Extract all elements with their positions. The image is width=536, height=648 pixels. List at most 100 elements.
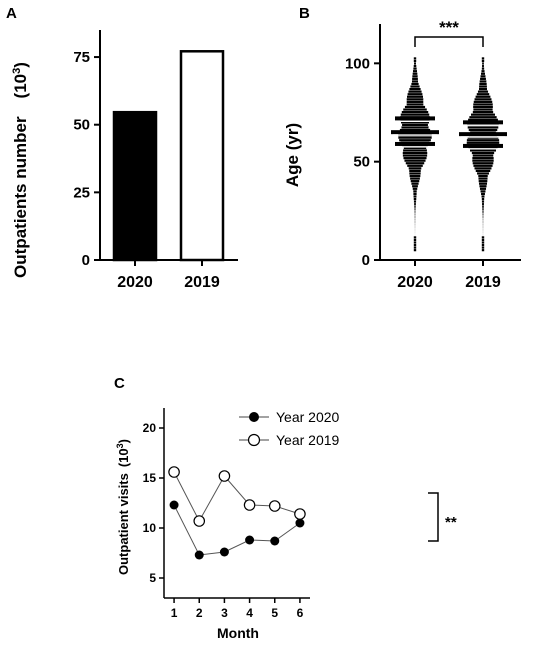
distribution-band <box>481 59 485 63</box>
summary-line <box>391 130 439 135</box>
distribution-band <box>411 82 419 86</box>
distribution-band <box>470 149 496 152</box>
svg-text:Outpatient visits(103): Outpatient visits (103) <box>115 439 131 575</box>
bar-2019 <box>179 50 225 262</box>
distribution-band <box>399 139 431 142</box>
distribution-band <box>413 238 417 242</box>
panel-b-x-ticks: 2020 2019 <box>397 260 501 291</box>
distribution-band <box>482 203 484 206</box>
data-point <box>268 500 281 512</box>
distribution-band <box>401 126 429 129</box>
summary-gap <box>397 120 433 122</box>
distribution-band <box>406 98 424 101</box>
panel-b-ylabel: Age (yr) <box>283 123 302 187</box>
distribution-band <box>479 185 487 188</box>
distribution-band <box>472 162 494 165</box>
distribution-band <box>478 177 488 180</box>
panel-c-xtick-label: 4 <box>246 606 253 620</box>
distribution-band <box>481 246 485 249</box>
summary-gap <box>397 146 433 148</box>
distribution-band <box>473 164 493 167</box>
panel-b-letter: B <box>299 5 310 22</box>
data-point <box>295 518 305 528</box>
panel-a-ytick-label: 0 <box>82 252 90 269</box>
distribution-band <box>479 82 487 86</box>
distribution-band <box>481 70 485 73</box>
distribution-band <box>411 80 419 83</box>
legend-label-2020: Year 2020 <box>276 409 340 425</box>
panel-b-xtick-label: 2020 <box>397 274 433 291</box>
legend-label-2019: Year 2019 <box>276 432 340 448</box>
distribution-band <box>467 126 499 129</box>
distribution-band <box>466 141 500 144</box>
distribution-band <box>413 197 417 201</box>
distribution-band <box>413 57 417 60</box>
distribution-band <box>413 195 417 198</box>
distribution-band <box>413 246 417 249</box>
distribution-band <box>401 111 429 114</box>
distribution-band <box>471 151 495 155</box>
panel-a-ylabel: Outpatients number <box>11 116 30 278</box>
distribution-band <box>482 205 484 208</box>
panel-c-xlabel: Month <box>217 625 259 641</box>
data-point <box>168 466 180 478</box>
distribution-band <box>410 180 420 183</box>
panel-a-y-ticks: 0 25 50 75 <box>73 49 100 269</box>
distribution-band <box>481 249 485 252</box>
distribution-band <box>408 90 422 93</box>
distribution-band <box>403 149 427 152</box>
distribution-band <box>480 77 486 80</box>
panel-c-ytick-label: 10 <box>143 521 157 535</box>
distribution-band <box>481 57 485 60</box>
data-point <box>219 547 229 557</box>
panel-c-xtick-label: 3 <box>221 606 228 620</box>
panel-b: B Age (yr) 0 50 100 2020 2019 *** <box>283 5 521 291</box>
series-line <box>173 504 301 556</box>
distribution-band <box>479 87 487 91</box>
data-point <box>218 470 231 482</box>
panel-c-ytick-label: 15 <box>143 471 157 485</box>
distribution-band <box>413 249 417 252</box>
distribution-band <box>468 128 498 132</box>
distribution-band <box>478 182 488 185</box>
distribution-band <box>407 93 423 96</box>
series-line <box>173 471 301 523</box>
distribution-band <box>412 77 418 80</box>
distribution-band <box>482 210 484 213</box>
distribution-band <box>412 70 418 73</box>
distribution-band <box>414 213 416 216</box>
distribution-band <box>481 197 485 201</box>
distribution-band <box>479 187 487 190</box>
distribution-band <box>412 187 418 190</box>
distribution-band <box>475 169 491 173</box>
panel-b-ytick-label: 50 <box>353 154 370 171</box>
panel-a-xtick-label: 2020 <box>117 274 153 291</box>
summary-gap <box>465 148 501 150</box>
panel-c-unit-exp: 3 <box>115 443 125 448</box>
distribution-band <box>410 85 420 88</box>
distribution-band <box>403 157 427 160</box>
panel-c-xtick-label: 1 <box>171 606 178 620</box>
panel-a-xtick-label: 2019 <box>184 274 220 291</box>
data-point <box>270 536 280 546</box>
panel-b-ytick-label: 0 <box>362 252 370 269</box>
summary-line <box>463 143 503 148</box>
distribution-band <box>413 67 417 70</box>
distribution-band <box>413 190 417 193</box>
distribution-band <box>413 243 417 247</box>
distribution-band <box>413 200 417 203</box>
distribution-band <box>409 174 421 178</box>
distribution-band <box>473 105 493 109</box>
bar-2020 <box>112 110 158 262</box>
data-point <box>294 508 306 520</box>
distribution-band <box>407 164 423 167</box>
panel-a-ytick-label: 25 <box>73 184 90 201</box>
distribution-band <box>403 108 427 111</box>
panel-c-significance-bracket <box>428 492 439 542</box>
series-year-2019 <box>168 466 306 527</box>
panel-b-significance: *** <box>439 18 459 37</box>
distribution-band <box>469 116 497 119</box>
